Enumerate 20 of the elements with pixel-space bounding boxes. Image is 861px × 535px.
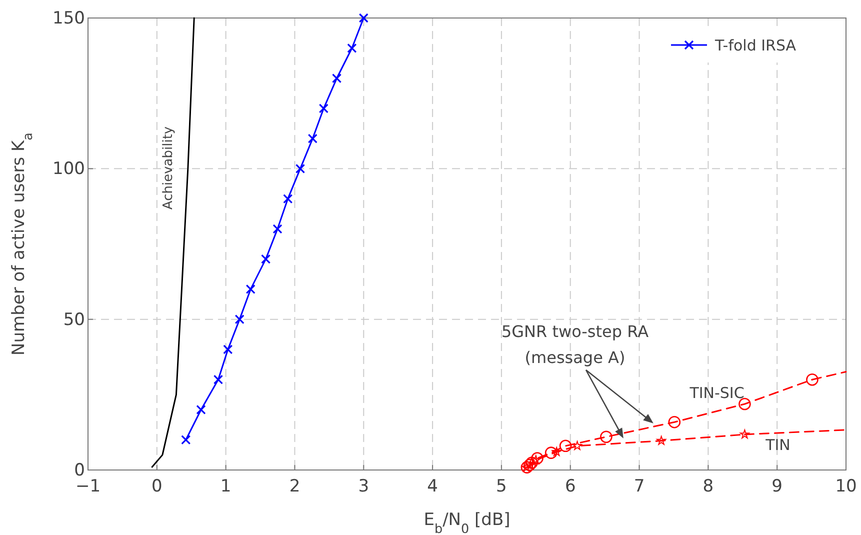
- x-tick-label: 5: [496, 476, 507, 497]
- x-tick-label: 10: [835, 476, 857, 497]
- x-axis-title: E$_{b}$/N$_{0}$ [dB]: [424, 510, 510, 535]
- x-tick-label: 3: [358, 476, 370, 497]
- x-tick-label: 9: [772, 476, 783, 497]
- annotation: 5GNR two-step RA (message A): [501, 322, 649, 367]
- x-tick-label: 8: [702, 476, 714, 497]
- x-tick-label: 4: [427, 476, 438, 497]
- x-tick-label: 1: [220, 476, 232, 497]
- x-tick-label: 7: [634, 476, 645, 497]
- series-label: TIN-SIC: [688, 384, 744, 402]
- x-tick-label: 2: [289, 476, 300, 497]
- x-tick-label: 0: [151, 476, 162, 497]
- series-label: TIN: [764, 436, 790, 454]
- y-tick-label: 50: [63, 310, 85, 330]
- y-tick-label: 100: [52, 159, 85, 180]
- x-tick-label: 6: [564, 476, 576, 497]
- legend-label: T-fold IRSA: [714, 36, 797, 54]
- text: Achievability: [161, 126, 176, 210]
- y-tick-label: 150: [52, 8, 85, 28]
